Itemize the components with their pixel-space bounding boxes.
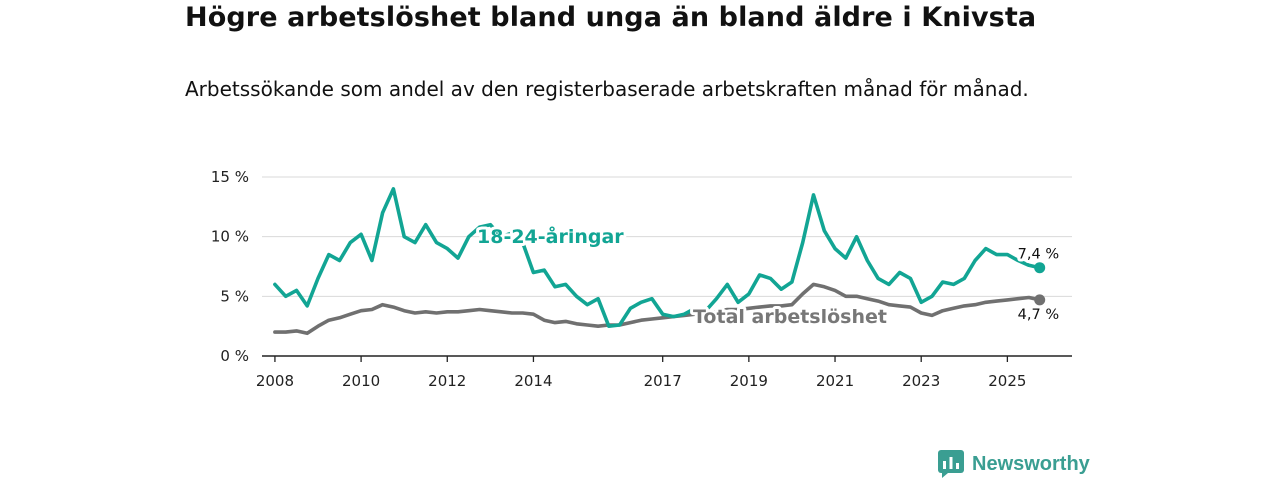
end-label-total-halo: 4,7 % — [1018, 307, 1059, 323]
y-axis-ticks: 0 % 5 % 10 % 15 % — [211, 168, 249, 365]
end-point-youth — [1034, 262, 1046, 274]
series-line-youth — [273, 187, 1042, 329]
x-tick-label-2019: 2019 — [730, 372, 768, 390]
x-tick-label-2021: 2021 — [816, 372, 854, 390]
series-line-total — [273, 282, 1042, 336]
end-point-total — [1034, 294, 1046, 306]
series-lines — [273, 187, 1046, 336]
x-tick-label-2023: 2023 — [902, 372, 940, 390]
series-label-total-halo: Total arbetslöshet — [693, 306, 887, 328]
y-tick-label-15: 15 % — [211, 168, 249, 186]
x-tick-label-2017: 2017 — [644, 372, 682, 390]
x-tick-label-2025: 2025 — [988, 372, 1026, 390]
series-label-total: Total arbetslöshet — [693, 306, 887, 328]
x-axis: 2008 2010 2012 2014 2017 2019 2021 2023 2025 — [256, 355, 1072, 390]
y-tick-label-5: 5 % — [220, 287, 249, 305]
y-tick-label-0: 0 % — [220, 347, 249, 365]
x-tick-label-2012: 2012 — [428, 372, 466, 390]
newsworthy-icon — [938, 450, 964, 478]
gridlines — [262, 176, 1072, 297]
x-tick-label-2010: 2010 — [342, 372, 380, 390]
y-tick-label-10: 10 % — [211, 228, 249, 246]
x-tick-label-2014: 2014 — [514, 372, 552, 390]
chart-title: Högre arbetslöshet bland unga än bland ä… — [185, 2, 1037, 33]
brand-name: Newsworthy — [972, 452, 1090, 475]
end-label-total: 4,7 % — [1018, 307, 1059, 323]
series-label-youth: 18-24-åringar — [477, 224, 624, 248]
x-tick-label-2008: 2008 — [256, 372, 294, 390]
brand-logo: Newsworthy — [938, 450, 1090, 478]
chart-subtitle: Arbetssökande som andel av den registerb… — [185, 77, 1029, 101]
end-label-youth-halo: 7,4 % — [1018, 247, 1059, 263]
series-label-youth-halo: 18-24-åringar — [477, 224, 624, 248]
end-label-youth: 7,4 % — [1018, 247, 1059, 263]
